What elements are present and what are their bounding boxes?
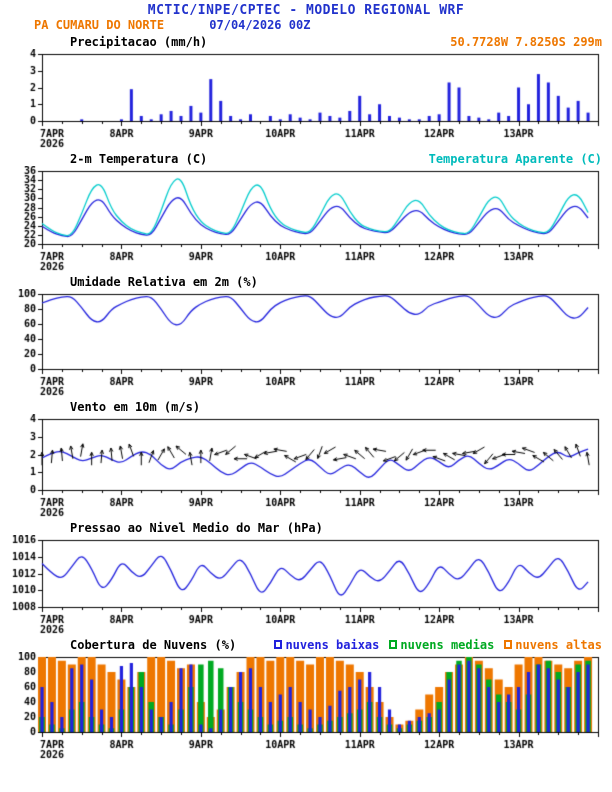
panel-pressure: Pressao ao Nivel Medio do Mar (hPa) [0, 520, 612, 635]
mid-clouds-legend-label: nuvens medias [400, 637, 495, 652]
humidity-title: Umidade Relativa em 2m (%) [70, 274, 258, 289]
clouds-chart [4, 652, 608, 760]
model-run-datetime: 07/04/2026 00Z [209, 18, 311, 32]
apparent-temperature-legend: Temperatura Aparente (C) [428, 151, 602, 166]
panel-humidity: Umidade Relativa em 2m (%) [0, 274, 612, 397]
pressure-title: Pressao ao Nivel Medio do Mar (hPa) [70, 520, 323, 535]
precipitation-chart [4, 49, 608, 149]
pressure-chart [4, 535, 608, 635]
humidity-chart [4, 289, 608, 397]
precipitation-title: Precipitacao (mm/h) [70, 34, 208, 49]
clouds-title: Cobertura de Nuvens (%) [70, 637, 237, 652]
location-label: 50.7728W 7.8250S 299m [450, 34, 602, 49]
temperature-title: 2-m Temperatura (C) [70, 151, 208, 166]
high-clouds-swatch-icon [504, 640, 513, 649]
low-clouds-legend-label: nuvens baixas [285, 637, 380, 652]
low-clouds-swatch-icon [274, 640, 283, 649]
panel-temperature: 2-m Temperatura (C) Temperatura Aparente… [0, 151, 612, 272]
panel-wind: Vento em 10m (m/s) [0, 399, 612, 518]
mid-clouds-swatch-icon [389, 640, 398, 649]
page-title: MCTIC/INPE/CPTEC - MODELO REGIONAL WRF [147, 3, 465, 18]
temperature-chart [4, 166, 608, 272]
clouds-legend: nuvens baixas nuvens medias nuvens altas [274, 638, 602, 652]
subtitle-row: PA CUMARU DO NORTE 07/04/2026 00Z [0, 18, 612, 32]
wind-chart [4, 414, 608, 518]
station-name: PA CUMARU DO NORTE [34, 18, 165, 32]
panel-clouds: Cobertura de Nuvens (%) nuvens baixas nu… [0, 637, 612, 760]
panel-precipitation: Precipitacao (mm/h) 50.7728W 7.8250S 299… [0, 34, 612, 149]
high-clouds-legend-label: nuvens altas [515, 637, 602, 652]
wind-title: Vento em 10m (m/s) [70, 399, 201, 414]
